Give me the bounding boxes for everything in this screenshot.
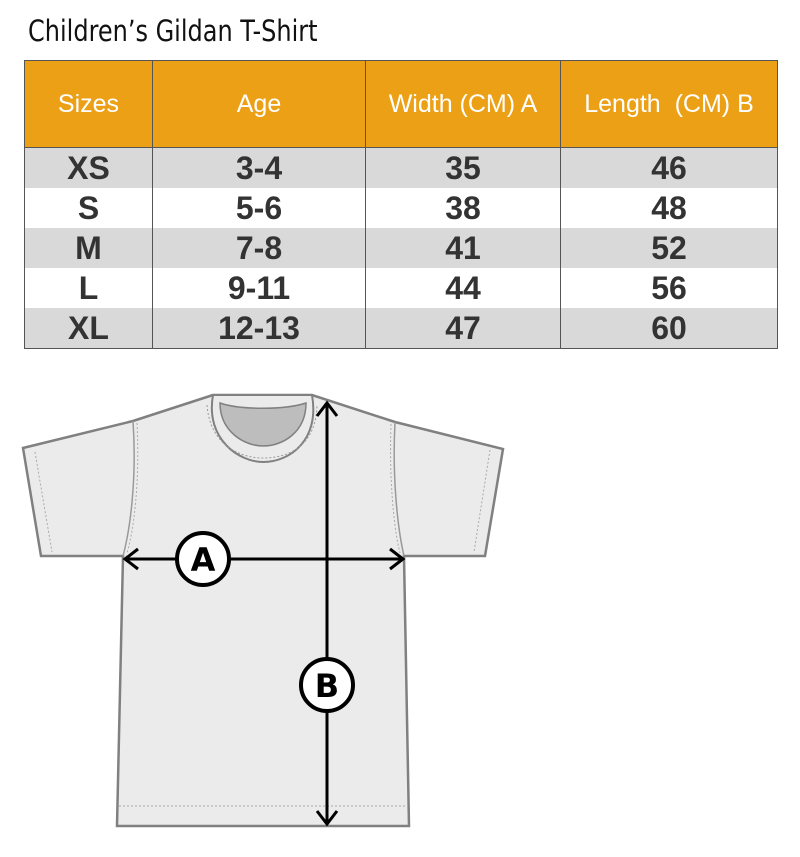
header-length: Length (CM) B	[560, 60, 778, 148]
cell-age: 5-6	[152, 188, 366, 228]
cell-size: M	[24, 228, 153, 268]
cell-age: 12-13	[152, 308, 366, 349]
cell-length: 52	[560, 228, 778, 268]
cell-width: 47	[365, 308, 561, 349]
tshirt-outline	[21, 393, 505, 828]
label-a-circle: A	[175, 531, 231, 587]
cell-length: 48	[560, 188, 778, 228]
header-age: Age	[152, 60, 366, 148]
table-row: M 7-8 41 52	[24, 228, 778, 268]
cell-length: 46	[560, 147, 778, 188]
cell-size: S	[24, 188, 153, 228]
cell-size: XS	[24, 147, 153, 188]
cell-width: 38	[365, 188, 561, 228]
cell-size: XL	[24, 308, 153, 349]
cell-width: 35	[365, 147, 561, 188]
header-width: Width (CM) A	[365, 60, 561, 148]
width-arrow	[122, 547, 406, 571]
label-b-circle: B	[299, 657, 355, 713]
table-row: S 5-6 38 48	[24, 188, 778, 228]
table-row: L 9-11 44 56	[24, 268, 778, 308]
header-sizes: Sizes	[24, 60, 153, 148]
cell-width: 41	[365, 228, 561, 268]
table-row: XL 12-13 47 60	[24, 308, 778, 349]
chart-title: Children’s Gildan T-Shirt	[28, 14, 318, 48]
table-header-row: Sizes Age Width (CM) A Length (CM) B	[24, 60, 778, 148]
label-a: A	[191, 541, 216, 579]
length-arrow	[315, 400, 339, 827]
cell-age: 3-4	[152, 147, 366, 188]
size-table: Sizes Age Width (CM) A Length (CM) B XS 3…	[24, 60, 778, 349]
cell-length: 56	[560, 268, 778, 308]
cell-age: 9-11	[152, 268, 366, 308]
cell-length: 60	[560, 308, 778, 349]
cell-size: L	[24, 268, 153, 308]
label-b: B	[315, 667, 339, 705]
table-row: XS 3-4 35 46	[24, 147, 778, 188]
cell-width: 44	[365, 268, 561, 308]
